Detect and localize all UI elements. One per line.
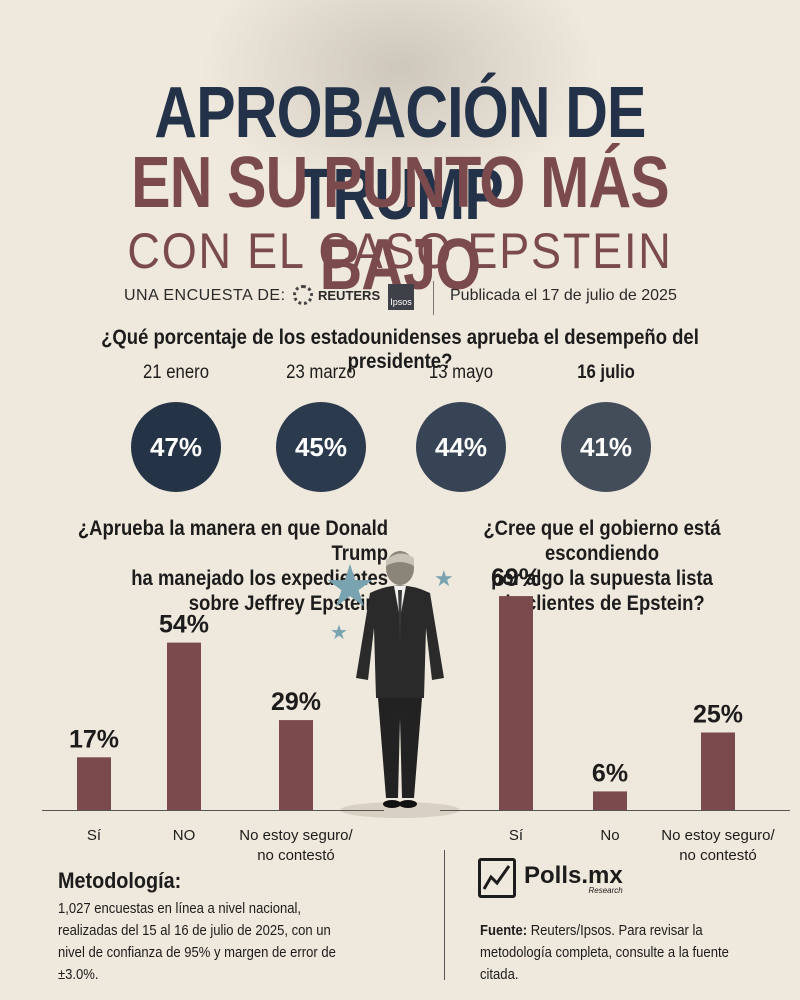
- approval-date: 16 julio: [577, 362, 635, 383]
- chart2-bar: [499, 596, 533, 810]
- reuters-icon: [293, 285, 313, 305]
- chart2-category-label: no contestó: [679, 847, 757, 864]
- approval-circle: 47%: [131, 402, 221, 492]
- trump-figure: [340, 551, 460, 818]
- byline: UNA ENCUESTA DE: REUTERS Ipsos Publicada…: [0, 281, 800, 315]
- star-icon: ★: [324, 554, 376, 619]
- chart2-bar: [593, 791, 627, 810]
- approval-date: 13 mayo: [428, 362, 494, 383]
- approval-circle: 41%: [561, 402, 651, 492]
- chart1-category-label: Sí: [87, 827, 102, 844]
- approval-date: 21 enero: [142, 362, 209, 383]
- source-body: Reuters/Ipsos. Para revisar la metodolog…: [480, 923, 729, 983]
- approval-question: ¿Qué porcentaje de los estadounidenses a…: [101, 326, 699, 373]
- reuters-label: REUTERS: [318, 287, 381, 303]
- approval-circle: 45%: [276, 402, 366, 492]
- chart1-bar: [167, 642, 201, 810]
- chart1-value-label: 17%: [69, 725, 119, 753]
- title-line-3: CON EL CASO EPSTEIN: [127, 223, 673, 279]
- footer-divider: [444, 850, 445, 980]
- reuters-logo: REUTERS: [293, 285, 380, 305]
- star-icon: ★: [434, 566, 454, 591]
- star-icon: ★: [330, 622, 348, 644]
- chart2-question-line: de clientes de Epstein?: [499, 592, 705, 615]
- approval-item: 16 julio 41%: [556, 362, 656, 492]
- methodology-title: Metodología:: [58, 868, 182, 893]
- chart2-category-label: No: [600, 827, 619, 844]
- chart2-question: ¿Cree que el gobierno está escondiendo p…: [435, 516, 769, 616]
- chart1-bar: [279, 720, 313, 810]
- chart1-bar: [77, 757, 111, 810]
- published-date: Publicada el 17 de julio de 2025: [450, 287, 677, 304]
- chart2-question-line: ¿Cree que el gobierno está escondiendo: [483, 517, 721, 565]
- methodology-text: 1,027 encuestas en línea a nivel naciona…: [58, 901, 336, 983]
- byline-divider: [433, 281, 434, 315]
- source-text: Fuente: Reuters/Ipsos. Para revisar la m…: [480, 920, 750, 986]
- byline-label: UNA ENCUESTA DE:: [124, 287, 286, 304]
- chart1-question-line: sobre Jeffrey Epstein?: [188, 592, 388, 615]
- ipsos-logo: Ipsos: [388, 284, 414, 310]
- chart1-value-label: 29%: [271, 688, 321, 716]
- chart2-value-label: 6%: [592, 759, 628, 787]
- ipsos-label: Ipsos: [390, 297, 412, 307]
- chart2-value-label: 69%: [491, 564, 541, 592]
- chart1-category-label: No estoy seguro/: [239, 827, 353, 844]
- brand-name: Polls.mx: [524, 861, 623, 889]
- chart-line-icon: [478, 858, 516, 898]
- brand-sub: Research: [588, 885, 623, 895]
- chart2-question-line: por algo la supuesta lista: [491, 567, 713, 590]
- approval-date: 23 marzo: [286, 362, 356, 383]
- chart2-category-label: Sí: [509, 827, 524, 844]
- chart1-category-label: no contestó: [257, 847, 335, 864]
- approval-item: 21 enero 47%: [126, 362, 226, 492]
- chart2-value-label: 25%: [693, 701, 743, 729]
- approval-circle: 44%: [416, 402, 506, 492]
- chart1-category-label: NO: [173, 827, 196, 844]
- title-line-1: APROBACIÓN DE TRUMP: [154, 73, 646, 235]
- polls-logo: Polls.mx Research: [478, 858, 623, 898]
- chart2-bar: [701, 732, 735, 810]
- approval-item: 23 marzo 45%: [271, 362, 371, 492]
- chart1-question-line: ¿Aprueba la manera en que Donald Trump: [77, 517, 388, 565]
- background-portrait: [200, 0, 600, 200]
- chart1-question: ¿Aprueba la manera en que Donald Trump h…: [54, 516, 388, 616]
- approval-item: 13 mayo 44%: [411, 362, 511, 492]
- chart1-question-line: ha manejado los expedientes: [131, 567, 388, 590]
- chart1-value-label: 54%: [159, 611, 209, 639]
- source-label: Fuente:: [480, 923, 528, 939]
- chart2-category-label: No estoy seguro/: [661, 827, 775, 844]
